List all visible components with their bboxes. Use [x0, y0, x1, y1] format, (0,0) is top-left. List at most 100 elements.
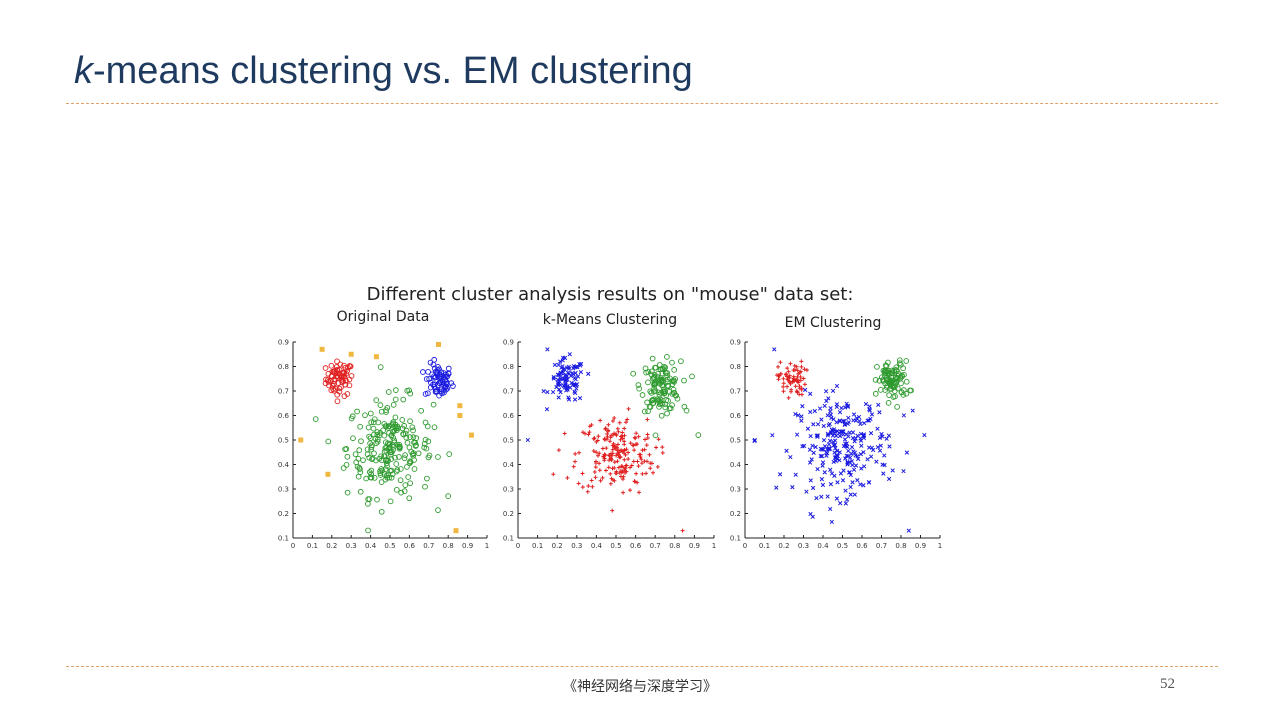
data-point-red	[644, 443, 649, 448]
data-point-red	[644, 471, 649, 476]
data-point-blue	[833, 446, 838, 451]
data-point-red	[589, 478, 594, 483]
data-point-green	[404, 439, 411, 446]
data-point-blue	[440, 370, 447, 376]
data-point-blue	[859, 466, 864, 471]
data-point-green	[424, 475, 430, 482]
data-point-blue	[865, 418, 870, 423]
data-point-blue	[574, 382, 580, 387]
data-point-blue	[788, 454, 793, 460]
x-tick-label: 0.2	[552, 542, 563, 550]
data-point-blue	[853, 463, 859, 468]
data-point-blue	[577, 396, 583, 401]
data-point-red	[580, 471, 585, 476]
data-point-red	[592, 436, 597, 441]
data-point-green	[365, 501, 371, 507]
data-point-green	[373, 457, 379, 464]
data-point-green	[400, 396, 407, 403]
data-point-green	[381, 432, 388, 439]
data-point-red	[791, 376, 796, 381]
data-point-green	[421, 444, 428, 451]
data-point-red	[598, 418, 603, 423]
data-point-blue	[822, 403, 827, 409]
x-tick-label: 0.3	[798, 542, 809, 550]
x-tick-label: 0.9	[462, 542, 473, 550]
data-point-blue	[855, 433, 860, 438]
x-tick-label: 0.6	[630, 542, 642, 550]
data-point-red	[326, 382, 332, 389]
data-point-blue	[555, 372, 561, 377]
data-point-blue	[556, 381, 561, 386]
data-point-green	[658, 412, 665, 419]
data-point-green	[407, 390, 414, 397]
data-point-blue	[828, 412, 833, 417]
data-point-blue	[868, 431, 874, 436]
x-tick-label: 0.4	[365, 542, 377, 550]
data-point-blue	[563, 378, 568, 384]
data-point-blue	[834, 404, 839, 410]
data-point-green	[368, 467, 375, 474]
y-tick-label: 0.5	[503, 437, 514, 445]
data-point-blue	[890, 468, 895, 473]
data-point-red	[639, 457, 644, 462]
data-point-blue	[855, 478, 860, 483]
data-point-blue	[829, 415, 834, 421]
data-point-green	[874, 363, 880, 370]
data-point-green	[394, 423, 401, 430]
data-point-green	[365, 424, 372, 431]
data-point-blue	[826, 442, 832, 447]
data-point-blue	[828, 506, 833, 512]
data-point-green	[903, 358, 910, 364]
data-point-red	[607, 439, 612, 444]
data-point-blue	[824, 453, 829, 458]
data-point-red	[660, 445, 665, 450]
data-point-green	[407, 418, 413, 425]
data-point-red	[788, 361, 793, 366]
data-point-green	[885, 359, 891, 366]
x-tick-label: 1	[938, 542, 942, 550]
data-point-green	[378, 508, 385, 515]
data-point-red	[626, 457, 631, 462]
data-point-green	[342, 446, 348, 453]
data-point-green	[664, 410, 670, 417]
data-point-blue	[425, 369, 431, 375]
data-point-green	[876, 377, 883, 384]
data-point-red	[591, 436, 596, 441]
data-point-green	[396, 441, 403, 448]
figure-title: Different cluster analysis results on "m…	[367, 284, 854, 305]
data-point-red	[331, 369, 338, 375]
data-point-blue	[831, 417, 836, 422]
data-point-red	[680, 528, 685, 533]
subplot-title: EM Clustering	[785, 315, 882, 331]
data-point-blue	[561, 366, 567, 372]
data-point-blue	[843, 456, 848, 461]
data-point-blue	[827, 438, 833, 443]
data-point-red	[613, 443, 618, 448]
data-point-blue	[566, 364, 571, 370]
data-point-blue	[427, 359, 434, 366]
data-point-blue	[863, 401, 869, 407]
data-point-green	[882, 380, 888, 387]
x-tick-label: 0.4	[817, 542, 829, 550]
data-point-blue	[834, 420, 839, 425]
data-point-red	[600, 475, 605, 480]
slide-title-rest: -means clustering vs. EM clustering	[93, 50, 693, 92]
data-point-green	[393, 486, 400, 493]
data-point-red	[610, 508, 615, 513]
data-point-blue	[815, 466, 820, 472]
data-point-red	[802, 382, 807, 387]
data-point-blue	[901, 468, 906, 474]
data-point-orange	[468, 432, 474, 438]
data-point-red	[600, 446, 605, 451]
data-point-green	[381, 453, 388, 460]
data-point-blue	[831, 459, 836, 465]
data-point-red	[605, 431, 610, 436]
data-point-red	[580, 485, 585, 490]
data-point-green	[664, 376, 671, 383]
data-point-red	[786, 395, 791, 400]
data-point-red	[622, 457, 627, 462]
data-point-orange	[319, 346, 325, 352]
data-point-blue	[801, 443, 807, 449]
data-point-red	[610, 466, 615, 471]
data-point-green	[435, 454, 441, 460]
